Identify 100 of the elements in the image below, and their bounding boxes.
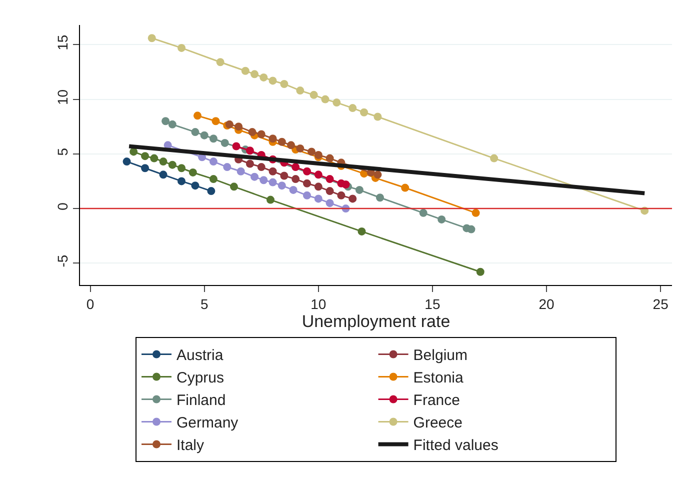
x-tick-label: 20 xyxy=(538,296,555,312)
point xyxy=(438,215,446,224)
point xyxy=(141,152,150,160)
point xyxy=(490,154,498,162)
point xyxy=(302,167,311,176)
point xyxy=(141,164,150,172)
point xyxy=(337,191,346,200)
point xyxy=(348,194,357,203)
point xyxy=(168,120,176,128)
point xyxy=(220,138,229,147)
point xyxy=(321,95,330,104)
point xyxy=(278,182,286,190)
point xyxy=(268,167,277,176)
point xyxy=(310,90,318,99)
y-tick-label: 15 xyxy=(54,34,70,50)
point xyxy=(248,128,256,136)
point xyxy=(230,182,238,191)
point xyxy=(268,134,277,143)
point xyxy=(302,191,311,200)
point xyxy=(314,151,322,159)
point xyxy=(159,170,168,179)
x-tick-label: 5 xyxy=(200,296,208,312)
point xyxy=(280,172,288,180)
point xyxy=(467,225,476,234)
point xyxy=(280,80,288,88)
legend-label: Finland xyxy=(176,392,226,410)
point xyxy=(168,160,176,169)
point xyxy=(326,154,334,162)
point xyxy=(188,168,197,176)
point xyxy=(348,104,357,112)
point xyxy=(162,117,170,126)
x-tick-label: 15 xyxy=(424,296,440,312)
point xyxy=(332,98,341,107)
point xyxy=(278,138,286,146)
point xyxy=(314,182,322,191)
point xyxy=(241,66,250,75)
point xyxy=(292,175,300,184)
y-tick-label: -5 xyxy=(54,254,70,268)
point xyxy=(326,187,334,196)
point xyxy=(209,158,218,166)
legend-label: Germany xyxy=(176,414,239,432)
point xyxy=(296,86,304,95)
point xyxy=(376,194,384,202)
point xyxy=(268,178,277,186)
point xyxy=(360,108,368,116)
point xyxy=(200,131,208,140)
point xyxy=(342,180,350,188)
point xyxy=(358,227,366,236)
point xyxy=(191,128,200,136)
point xyxy=(191,182,200,190)
y-tick-label: 5 xyxy=(54,148,70,156)
point xyxy=(212,117,220,126)
legend-label: Austria xyxy=(176,347,224,364)
legend-label: Cyprus xyxy=(176,370,224,387)
x-tick-label: 25 xyxy=(652,296,669,312)
x-axis-title: Unemployment rate xyxy=(302,312,450,331)
point xyxy=(257,163,266,172)
point xyxy=(472,208,480,217)
point xyxy=(246,146,254,155)
point xyxy=(296,144,304,152)
point xyxy=(178,164,186,172)
point xyxy=(266,196,274,204)
legend-label: Belgium xyxy=(413,347,468,364)
point xyxy=(292,163,300,172)
point xyxy=(122,158,131,166)
point xyxy=(287,141,296,150)
point xyxy=(260,73,268,82)
point xyxy=(246,160,254,168)
point xyxy=(302,179,311,188)
y-tick-label: 10 xyxy=(54,89,70,105)
point xyxy=(355,186,364,194)
point xyxy=(178,177,186,186)
point xyxy=(250,70,259,78)
point xyxy=(374,170,382,179)
point xyxy=(260,176,268,184)
point xyxy=(374,112,382,121)
point xyxy=(234,122,243,131)
x-tick-label: 0 xyxy=(86,296,94,312)
legend-label: France xyxy=(413,392,460,410)
point xyxy=(419,208,428,217)
point xyxy=(314,194,322,203)
point xyxy=(326,199,334,208)
point xyxy=(250,172,259,181)
y-tick-label: 0 xyxy=(54,202,70,210)
point xyxy=(268,76,277,85)
point xyxy=(326,175,334,184)
point xyxy=(150,154,158,162)
point xyxy=(216,58,224,66)
point xyxy=(178,44,186,52)
point xyxy=(289,186,298,194)
point xyxy=(314,170,322,179)
x-tick-label: 10 xyxy=(310,296,326,312)
point xyxy=(308,148,316,156)
point xyxy=(232,142,240,150)
point xyxy=(148,34,156,42)
point xyxy=(130,148,138,156)
point xyxy=(476,268,484,276)
point xyxy=(207,187,216,196)
legend-label: Italy xyxy=(176,437,205,454)
legend-label: Fitted values xyxy=(413,437,498,454)
